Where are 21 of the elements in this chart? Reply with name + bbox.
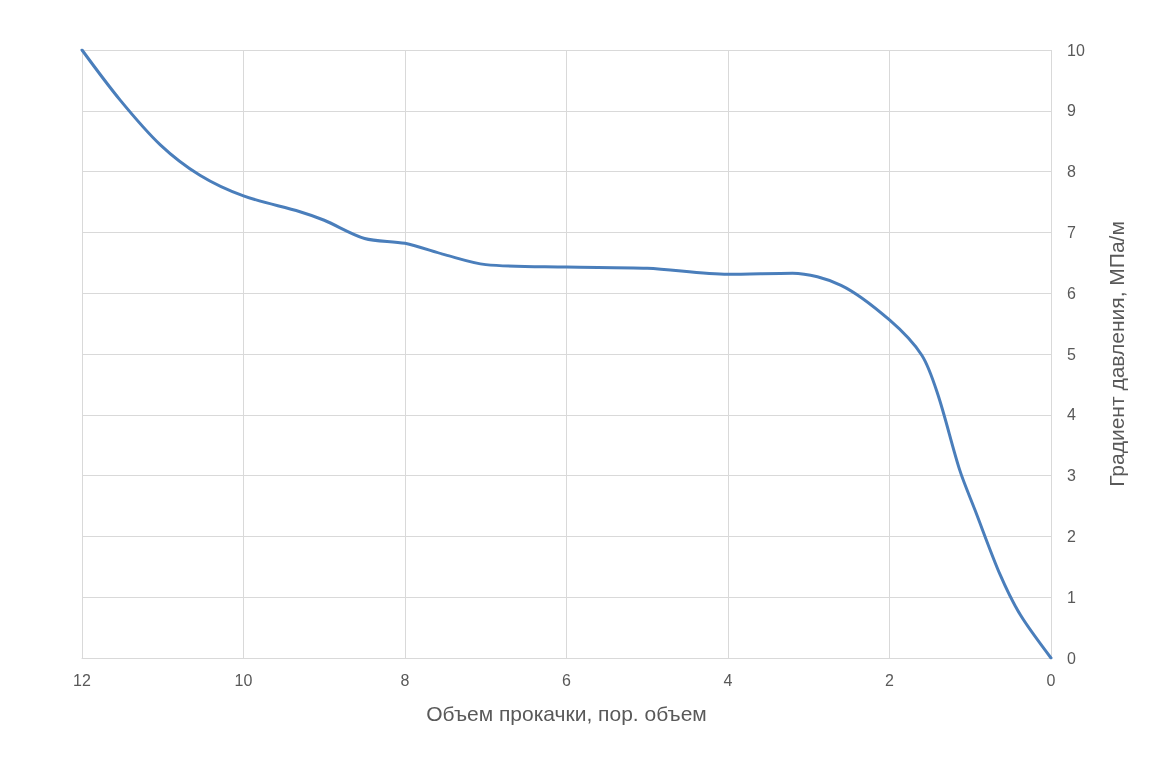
y-tick-label: 6	[1067, 284, 1076, 302]
y-tick-label: 4	[1067, 406, 1076, 424]
x-tick-label: 6	[562, 671, 572, 689]
y-tick-label: 3	[1067, 467, 1076, 485]
y-tick-label: 0	[1067, 649, 1076, 667]
y-tick-label: 5	[1067, 345, 1076, 363]
x-tick-label: 8	[400, 671, 410, 689]
x-tick-label: 10	[234, 671, 253, 689]
y-axis-title: Градиент давления, МПа/м	[1105, 221, 1128, 487]
y-tick-label: 2	[1067, 527, 1076, 545]
y-tick-label: 9	[1067, 102, 1076, 120]
line-series	[80, 48, 1053, 660]
x-axis-title: Объем прокачки, пор. объем	[426, 702, 707, 725]
x-tick-label: 4	[723, 671, 733, 689]
x-tick-label: 0	[1046, 671, 1056, 689]
x-tick-label: 2	[885, 671, 895, 689]
y-tick-label: 7	[1067, 223, 1076, 241]
y-tick-label: 10	[1067, 41, 1085, 59]
x-tick-label: 12	[73, 671, 91, 689]
y-tick-label: 8	[1067, 163, 1076, 181]
y-tick-label: 1	[1067, 588, 1076, 606]
